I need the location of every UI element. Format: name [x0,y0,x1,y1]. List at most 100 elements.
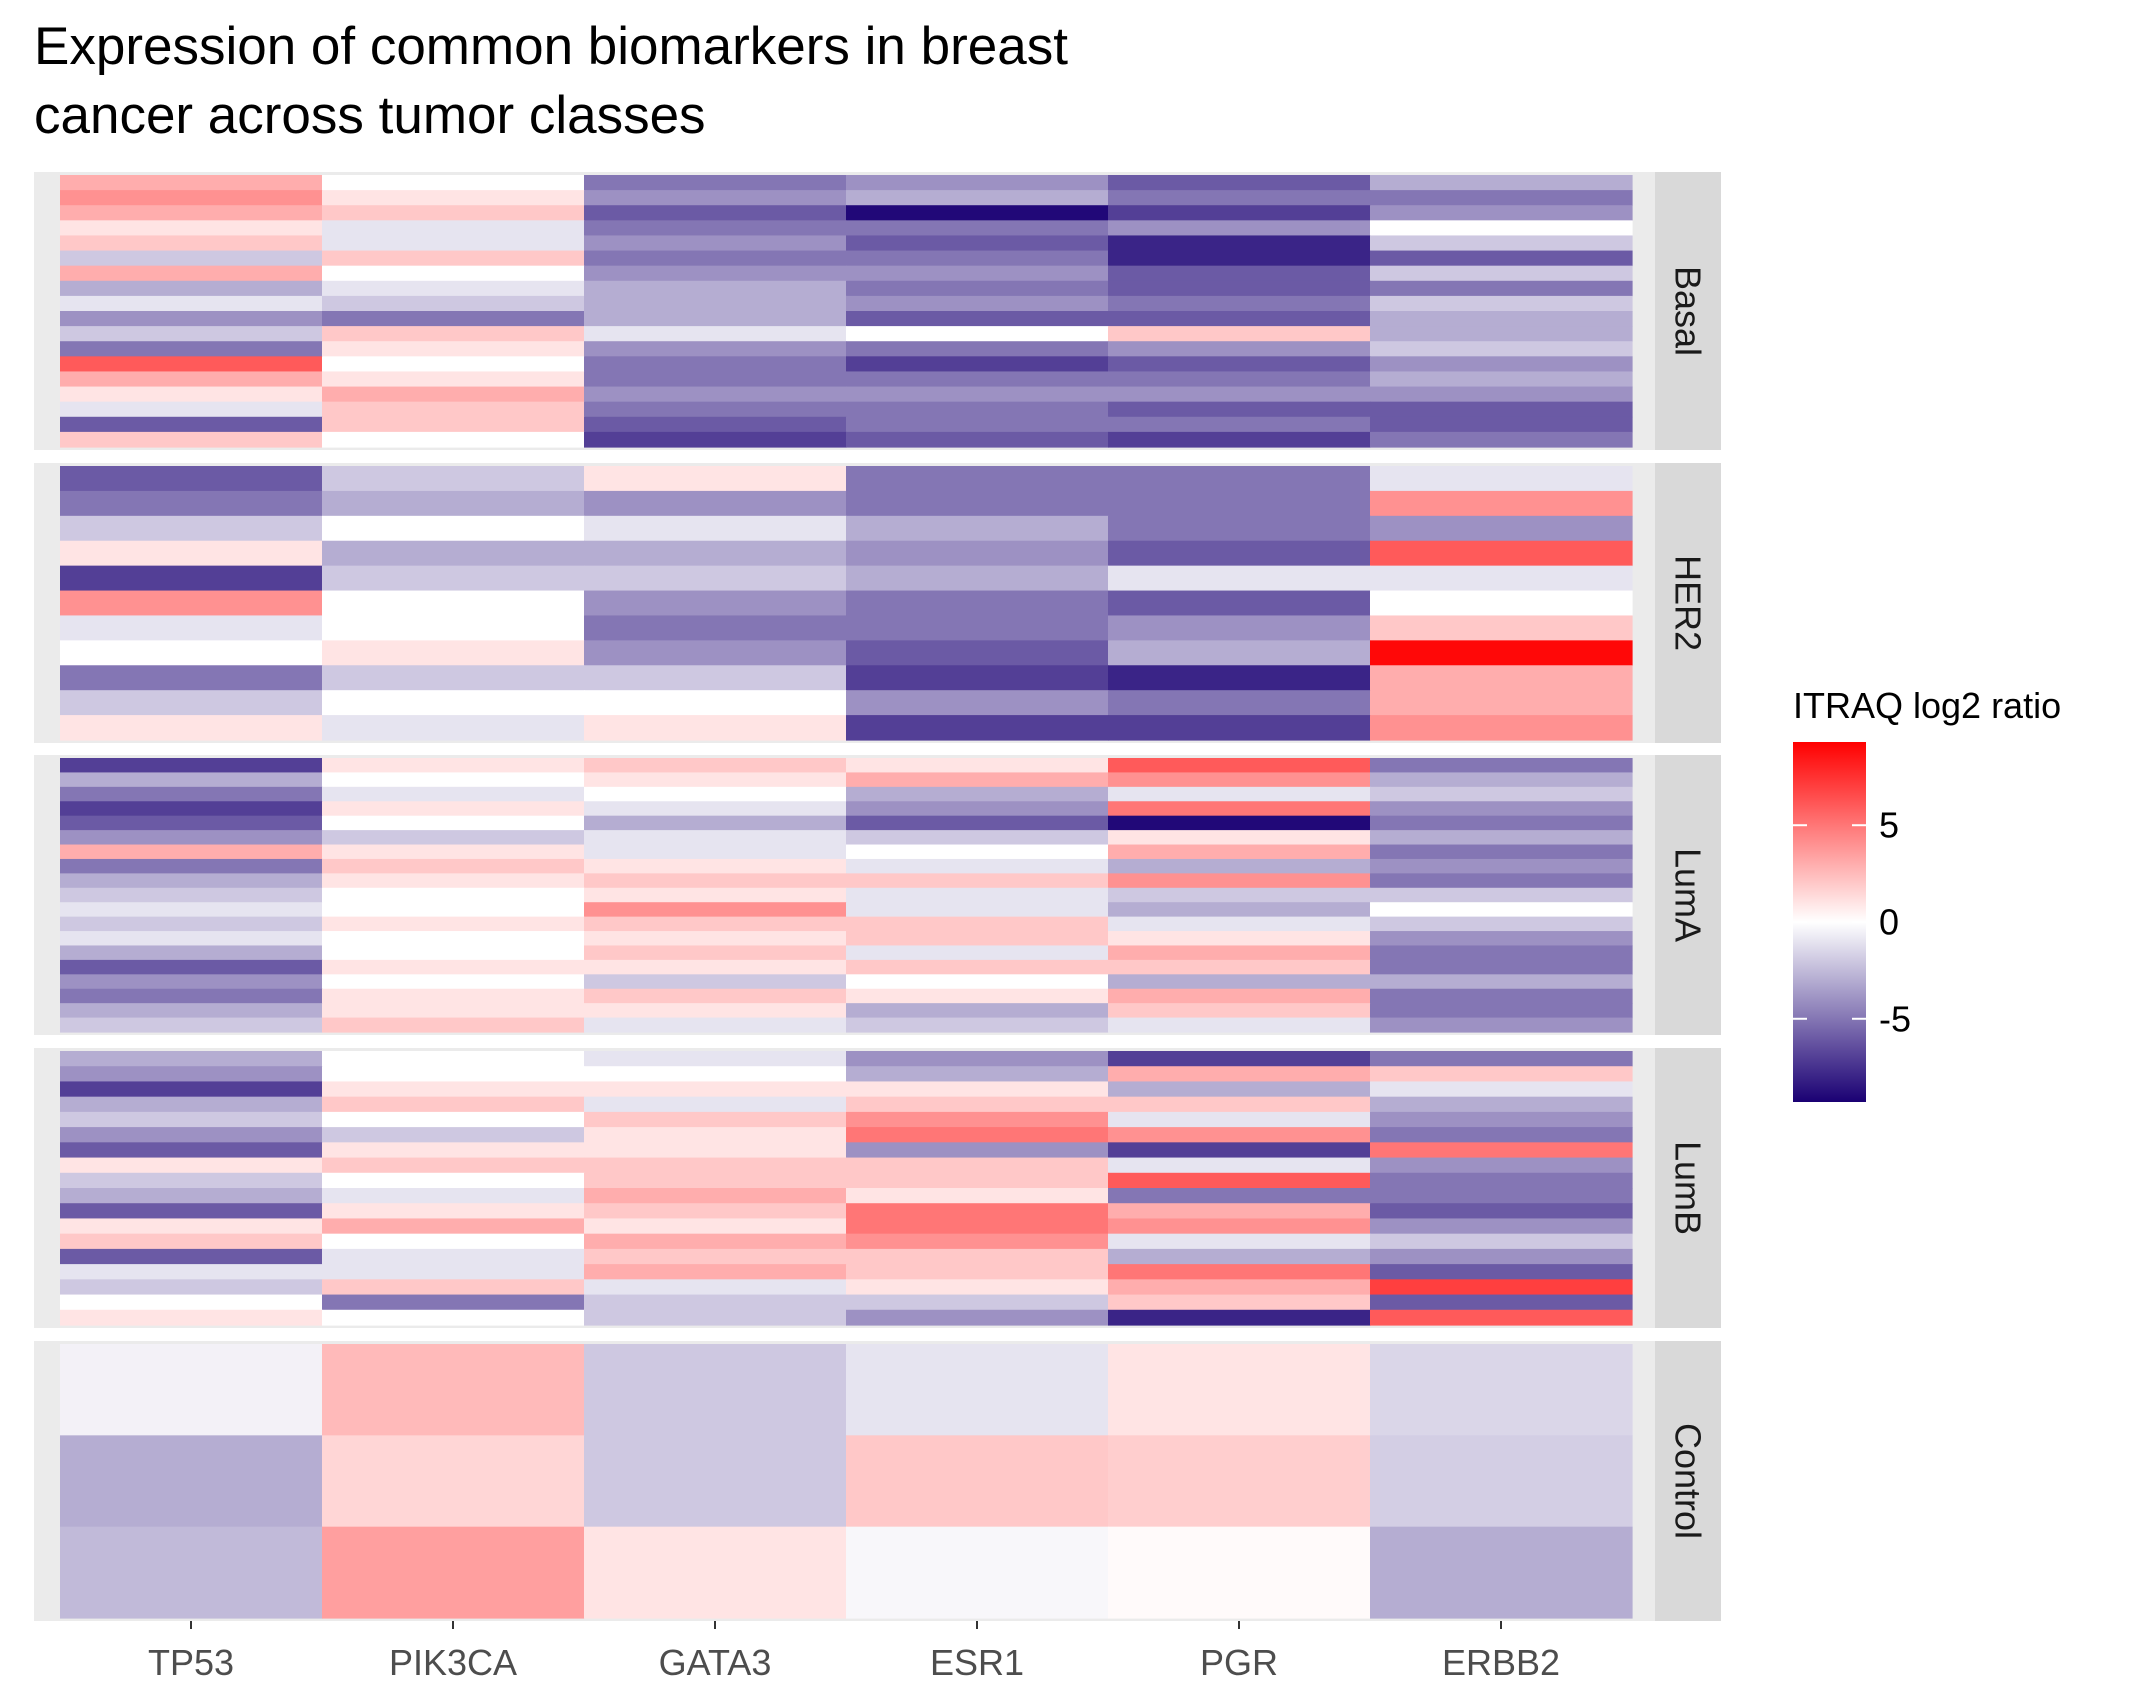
heatmap-tile [322,515,585,542]
heatmap-tile [60,1111,323,1128]
heatmap-tile [584,1066,847,1083]
panel-basal: Basal [34,172,1721,450]
heatmap-tile [846,416,1109,433]
heatmap-tile [1370,1172,1633,1189]
heatmap-tile [322,1096,585,1113]
heatmap-tile [322,1157,585,1174]
heatmap-tile [322,801,585,817]
heatmap-tile [60,1142,323,1159]
heatmap-tile [1370,175,1633,191]
heatmap-tile [584,1081,847,1098]
heatmap-tile [584,250,847,267]
heatmap-tile [584,175,847,191]
heatmap-tile [1370,371,1633,388]
heatmap-tile [322,1203,585,1220]
heatmap-tile [584,386,847,403]
x-tick-label: TP53 [148,1642,234,1683]
heatmap-tile [60,830,323,846]
heatmap-tile [846,1203,1109,1220]
heatmap-tile [584,265,847,282]
heatmap-tile [322,1526,585,1619]
heatmap-tile [1108,205,1371,221]
heatmap-tile [60,190,323,206]
heatmap-tile [1370,1248,1633,1265]
heatmap-tile [60,945,323,961]
heatmap-tile [1108,386,1371,403]
heatmap-tile [584,190,847,206]
heatmap-tile [60,758,323,774]
heatmap-tile [1370,220,1633,237]
heatmap-tile [584,590,847,617]
heatmap-tile [322,1294,585,1311]
heatmap-tile [1108,1003,1371,1019]
heatmap-tile [584,1526,847,1619]
chart-title: Expression of common biomarkers in breas… [34,17,1068,145]
heatmap-tile [1108,565,1371,592]
heatmap-tile [60,235,323,252]
heatmap-tile [322,772,585,788]
x-axis: TP53 PIK3CA GATA3 ESR1 PGR ERBB2 [148,1621,1560,1683]
heatmap-tile [1370,250,1633,267]
heatmap-tile [584,1248,847,1265]
heatmap-tile [322,1081,585,1098]
heatmap-tile [846,386,1109,403]
heatmap-tile [60,1096,323,1113]
heatmap-tile [1108,1264,1371,1280]
heatmap-tile [60,690,323,716]
heatmap-tile [584,858,847,874]
facet-panels: Basal HER2 LumA LumB Control [34,172,1721,1621]
heatmap-tile [846,844,1109,860]
heatmap-tile [1370,280,1633,297]
x-tick-label: ERBB2 [1442,1642,1560,1683]
heatmap-tile [60,844,323,860]
strip-label: Control [1668,1423,1709,1539]
heatmap-tile [1108,250,1371,267]
heatmap-tile [1370,1096,1633,1113]
x-tick-label: PGR [1200,1642,1278,1683]
heatmap-tile [584,205,847,221]
heatmap-tile [846,959,1109,975]
heatmap-tile [60,1203,323,1220]
heatmap-tile [584,801,847,817]
heatmap-tile [60,1279,323,1296]
strip-label: LumA [1668,848,1709,942]
heatmap-tile [1108,1294,1371,1311]
heatmap-tile [846,1248,1109,1265]
heatmap-tile [584,640,847,666]
heatmap-tile [1108,931,1371,947]
heatmap-tile [1370,974,1633,990]
heatmap-tile [1370,1435,1633,1528]
heatmap-tile [1370,190,1633,206]
heatmap-tile [846,758,1109,774]
heatmap-tile [584,565,847,592]
heatmap-tile [584,1127,847,1143]
heatmap-tile [322,1017,585,1033]
heatmap-tile [1370,931,1633,947]
heatmap-tile [846,326,1109,342]
heatmap-tile [846,1435,1109,1528]
heatmap-tile [1108,190,1371,206]
heatmap-tile [584,1017,847,1033]
heatmap-tile [584,665,847,691]
heatmap-tile [60,431,323,448]
heatmap-tile [60,931,323,947]
heatmap-tile [584,1188,847,1204]
heatmap-tile [60,490,323,517]
heatmap-tile [322,974,585,990]
heatmap-tile [584,902,847,918]
heatmap-tile [1108,830,1371,846]
heatmap-tile [322,887,585,903]
heatmap-tile [1370,565,1633,592]
heatmap-tile [584,815,847,831]
heatmap-tile [846,815,1109,831]
heatmap-tile [846,1017,1109,1033]
heatmap-tile [1108,858,1371,874]
heatmap-tile [60,959,323,975]
panel-control: Control [34,1341,1721,1621]
heatmap-tile [322,786,585,802]
heatmap-tile [584,1264,847,1280]
legend-title: ITRAQ log2 ratio [1793,685,2061,726]
heatmap-tile [1108,466,1371,492]
heatmap-tile [584,401,847,418]
heatmap-tile [1370,815,1633,831]
